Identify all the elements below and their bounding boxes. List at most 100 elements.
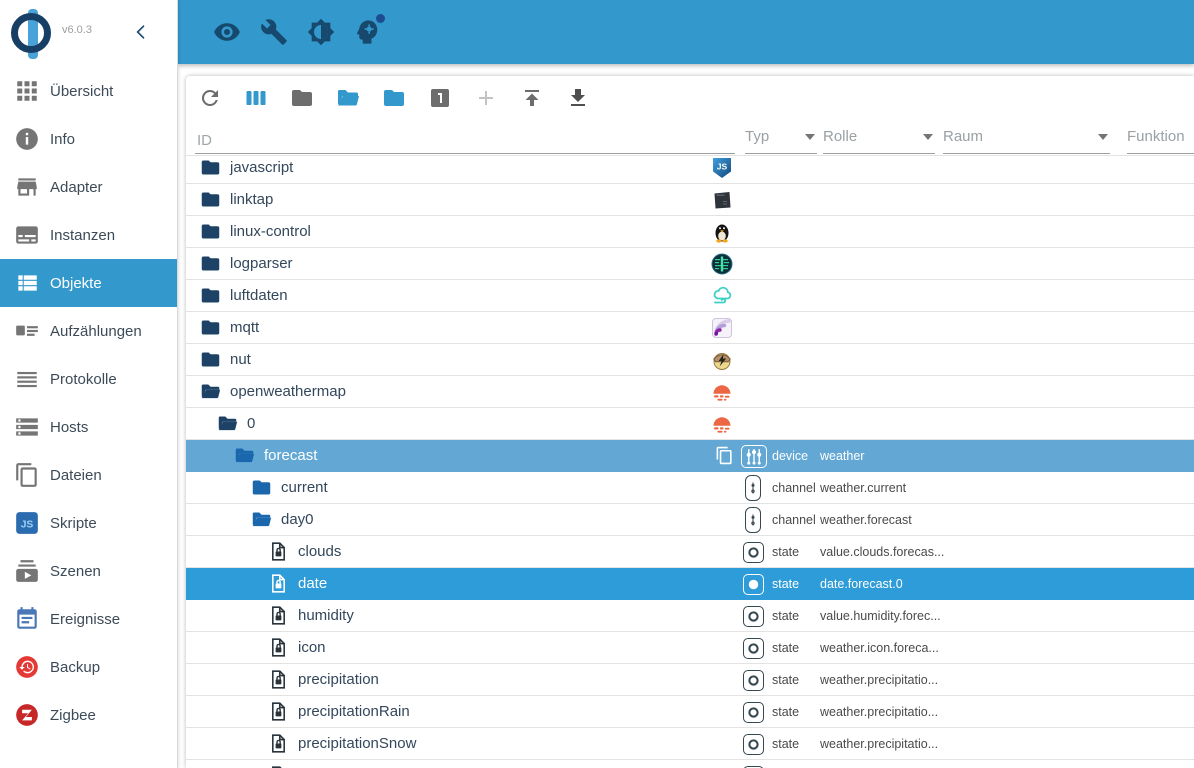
object-id-label: javascript — [230, 159, 294, 176]
sidebar-item--bersicht[interactable]: Übersicht — [0, 67, 177, 115]
channel-badge — [745, 475, 761, 501]
object-tree: javascript JS linktap linux-control logparse… — [186, 155, 1194, 768]
tree-row[interactable]: icon state weather.icon.foreca... — [186, 632, 1194, 664]
view-column-icon[interactable] — [242, 86, 270, 110]
filter-dropdown-rolle[interactable]: Rolle — [823, 128, 935, 154]
object-role-label: value.clouds.forecas... — [820, 544, 945, 559]
sidebar-item-dateien[interactable]: Dateien — [0, 451, 177, 499]
tree-row[interactable]: precipitationSnow state weather.precipitat… — [186, 728, 1194, 760]
object-role-label: weather.icon.foreca... — [820, 640, 939, 655]
logo-ring — [11, 13, 51, 53]
looks-one-icon[interactable] — [426, 86, 454, 110]
js-icon: JS — [14, 510, 40, 536]
object-role-label: date.forecast.0 — [820, 576, 903, 591]
download-icon[interactable] — [564, 86, 592, 110]
folder-blue-icon[interactable] — [380, 86, 408, 110]
adapter-luftdaten-logo-icon — [710, 284, 734, 308]
chevron-down-icon — [805, 134, 815, 140]
object-role-label: value.humidity.forec... — [820, 608, 941, 623]
adapter-linux-logo-icon — [710, 220, 734, 244]
state-badge — [743, 701, 764, 723]
adapter-mqtt-logo-icon — [710, 316, 734, 340]
tree-row[interactable]: clouds state value.clouds.forecas... — [186, 536, 1194, 568]
object-type-label: channel — [772, 480, 816, 495]
folder-open-bright-icon — [251, 509, 272, 530]
plus-icon[interactable] — [472, 86, 500, 110]
collapse-sidebar-icon[interactable] — [131, 22, 151, 42]
tree-row[interactable]: javascript JS — [186, 156, 1194, 184]
object-id-label: date — [298, 575, 328, 592]
tree-row[interactable]: state — [186, 760, 1194, 768]
tree-row[interactable]: precipitationRain state weather.precipitat… — [186, 696, 1194, 728]
object-id-label: current — [281, 479, 328, 496]
sidebar-item-label: Ereignisse — [50, 610, 121, 628]
adapter-logparser-logo-icon — [710, 252, 734, 276]
tree-row[interactable]: openweathermap — [186, 376, 1194, 408]
sidebar-item-instanzen[interactable]: Instanzen — [0, 211, 177, 259]
object-type-label: device — [772, 448, 809, 463]
state-lock-icon — [268, 733, 289, 754]
tree-row[interactable]: linux-control — [186, 216, 1194, 248]
sidebar-item-adapter[interactable]: Adapter — [0, 163, 177, 211]
tree-row[interactable]: forecast device weather — [186, 440, 1194, 472]
sidebar-item-label: Dateien — [50, 466, 102, 484]
tree-row[interactable]: linktap — [186, 184, 1194, 216]
id-filter-input[interactable] — [195, 128, 735, 154]
sidebar-item-label: Objekte — [50, 274, 102, 292]
tree-row[interactable]: mqtt — [186, 312, 1194, 344]
state-lock-icon — [268, 605, 289, 626]
filter-dropdown-typ[interactable]: Typ — [745, 128, 817, 154]
brightness-icon[interactable] — [307, 18, 335, 46]
object-type-label: channel — [772, 512, 816, 527]
sidebar-item-zigbee[interactable]: Zigbee — [0, 691, 177, 739]
sidebar-item-skripte[interactable]: JS Skripte — [0, 499, 177, 547]
sidebar-item-label: Zigbee — [50, 706, 96, 724]
sidebar-item-aufz-hlungen[interactable]: Aufzählungen — [0, 307, 177, 355]
sidebar-item-hosts[interactable]: Hosts — [0, 403, 177, 451]
folder-open-icon[interactable] — [334, 86, 362, 110]
chevron-down-icon — [1098, 134, 1108, 140]
sidebar-item-ereignisse[interactable]: Ereignisse — [0, 595, 177, 643]
tree-row[interactable]: precipitation state weather.precipitatio..… — [186, 664, 1194, 696]
copy-id-icon[interactable] — [715, 446, 734, 465]
sidebar: v6.0.3 Übersicht Info Adapter Instanzen Obje… — [0, 0, 178, 768]
object-id-label: mqtt — [230, 319, 260, 336]
tree-row[interactable]: humidity state value.humidity.forec... — [186, 600, 1194, 632]
tree-row[interactable]: luftdaten — [186, 280, 1194, 312]
visibility-icon[interactable] — [213, 18, 241, 46]
object-role-label: weather.forecast — [820, 512, 912, 527]
tree-row[interactable]: nut — [186, 344, 1194, 376]
log-icon — [14, 366, 40, 392]
wrench-icon[interactable] — [260, 18, 288, 46]
folder-icon[interactable] — [288, 86, 316, 110]
sidebar-item-info[interactable]: Info — [0, 115, 177, 163]
sidebar-item-backup[interactable]: Backup — [0, 643, 177, 691]
object-role-label: weather.precipitatio... — [820, 704, 939, 719]
tree-row[interactable]: 0 — [186, 408, 1194, 440]
tree-row[interactable]: current channel weather.current — [186, 472, 1194, 504]
filter-row: Typ Rolle Raum Funktion — [186, 120, 1194, 155]
tree-row[interactable]: logparser — [186, 248, 1194, 280]
state-badge — [743, 573, 764, 595]
object-type-label: state — [772, 704, 800, 719]
state-lock-icon — [268, 765, 289, 768]
tree-row[interactable]: day0 channel weather.forecast — [186, 504, 1194, 536]
sidebar-item-szenen[interactable]: Szenen — [0, 547, 177, 595]
sidebar-item-label: Aufzählungen — [50, 322, 142, 340]
adapter-nut-logo-icon — [710, 348, 734, 372]
sidebar-item-protokolle[interactable]: Protokolle — [0, 355, 177, 403]
files-icon — [14, 462, 40, 488]
zigbee-icon — [14, 702, 40, 728]
tree-row[interactable]: date state date.forecast.0 — [186, 568, 1194, 600]
refresh-icon[interactable] — [196, 86, 224, 110]
sidebar-item-objekte[interactable]: Objekte — [0, 259, 177, 307]
sidebar-item-label: Instanzen — [50, 226, 116, 244]
folder-open-dark-icon — [217, 413, 238, 434]
upload-icon[interactable] — [518, 86, 546, 110]
expert-icon[interactable] — [354, 14, 385, 46]
state-lock-icon — [268, 541, 289, 562]
filter-dropdown-raum[interactable]: Raum — [943, 128, 1110, 154]
object-type-badge — [741, 632, 764, 664]
state-badge — [743, 637, 764, 659]
filter-dropdown-funktion[interactable]: Funktion — [1127, 128, 1194, 154]
